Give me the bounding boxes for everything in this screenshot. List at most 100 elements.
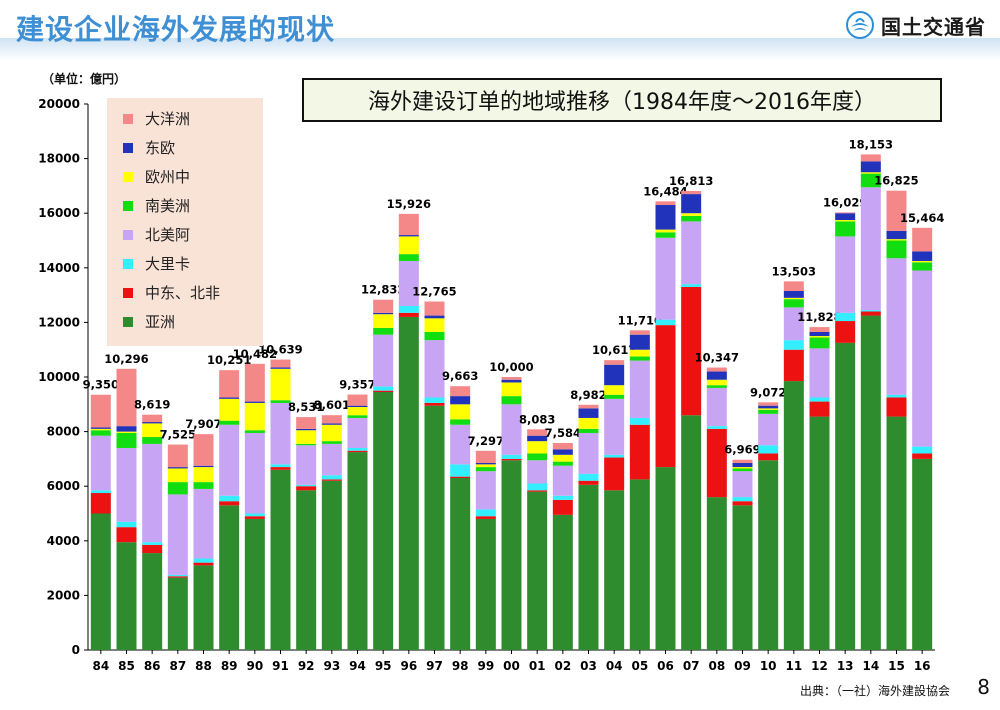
total-label-92: 8,531	[288, 400, 324, 414]
total-label-94: 9,357	[339, 378, 375, 392]
bar-segment-96-南美洲	[398, 254, 419, 261]
bar-segment-04-大里卡	[604, 454, 625, 458]
bar-segment-99-中东、北非	[475, 516, 496, 519]
bar-segment-13-亚洲	[835, 342, 856, 650]
bar-segment-92-南美洲	[296, 443, 317, 446]
bar-segment-87-欧州中	[167, 468, 188, 483]
bar-segment-15-北美阿	[886, 258, 907, 395]
bar-segment-89-欧州中	[219, 398, 240, 421]
bar-segment-89-大洋洲	[219, 370, 240, 398]
total-label-90: 10,482	[233, 347, 277, 361]
bar-segment-89-大里卡	[219, 495, 240, 502]
total-label-93: 8,601	[314, 398, 350, 412]
bar-segment-93-南美洲	[321, 441, 342, 444]
x-tick-label-85: 85	[118, 659, 135, 673]
total-label-00: 10,000	[489, 360, 533, 374]
bar-segment-14-大洋洲	[860, 154, 881, 162]
bar-segment-88-亚洲	[193, 565, 214, 650]
bar-segment-98-大洋洲	[450, 386, 471, 397]
bar-segment-94-亚洲	[347, 452, 368, 650]
bar-segment-97-东欧	[424, 315, 445, 319]
bar-segment-87-北美阿	[167, 494, 188, 575]
bar-segment-87-东欧	[167, 467, 188, 469]
total-label-88: 7,907	[185, 417, 221, 431]
bar-segment-09-北美阿	[732, 471, 753, 498]
ministry-logo-icon	[846, 11, 874, 39]
total-label-03: 8,982	[570, 388, 606, 402]
y-tick-label: 20000	[38, 97, 80, 111]
bar-segment-84-中东、北非	[90, 493, 111, 514]
bar-segment-04-中东、北非	[604, 457, 625, 491]
legend-label-大里卡: 大里卡	[145, 255, 190, 273]
bar-segment-12-大里卡	[809, 397, 830, 402]
bar-segment-04-欧州中	[604, 385, 625, 395]
bar-segment-13-大洋洲	[835, 212, 856, 214]
bar-segment-93-大洋洲	[321, 415, 342, 424]
bar-segment-03-大洋洲	[578, 404, 599, 409]
x-tick-label-15: 15	[888, 659, 905, 673]
bar-segment-01-欧州中	[527, 441, 548, 454]
bar-segment-02-北美阿	[552, 465, 573, 496]
total-label-04: 10,617	[592, 343, 636, 357]
bar-segment-97-大里卡	[424, 397, 445, 403]
bar-segment-10-亚洲	[758, 460, 779, 650]
total-label-95: 12,832	[361, 283, 405, 297]
y-tick-label: 4000	[47, 534, 80, 548]
bar-segment-90-中东、北非	[244, 516, 265, 519]
x-tick-label-14: 14	[862, 659, 879, 673]
bar-segment-14-中东、北非	[860, 311, 881, 316]
total-label-89: 10,251	[207, 353, 251, 367]
bar-segment-90-南美洲	[244, 430, 265, 433]
legend-label-中东、北非: 中东、北非	[145, 284, 220, 302]
bar-segment-10-欧州中	[758, 408, 779, 410]
bar-segment-14-南美洲	[860, 173, 881, 188]
total-label-16: 15,464	[900, 211, 944, 225]
x-tick-label-13: 13	[837, 659, 854, 673]
x-tick-label-04: 04	[606, 659, 623, 673]
bar-segment-96-中东、北非	[398, 312, 419, 317]
bar-segment-91-南美洲	[270, 400, 291, 403]
bar-segment-95-南美洲	[373, 327, 394, 335]
bar-segment-93-北美阿	[321, 443, 342, 476]
bar-segment-08-南美洲	[706, 385, 727, 388]
legend-swatch-东欧	[123, 143, 133, 153]
bar-segment-05-东欧	[629, 334, 650, 350]
bar-segment-85-亚洲	[116, 542, 137, 650]
bar-segment-16-南美洲	[912, 262, 933, 271]
bar-segment-85-大洋洲	[116, 368, 137, 427]
bar-segment-90-东欧	[244, 401, 265, 403]
x-tick-label-11: 11	[785, 659, 802, 673]
bar-segment-95-大里卡	[373, 386, 394, 391]
bar-segment-16-亚洲	[912, 458, 933, 650]
bar-segment-85-东欧	[116, 426, 137, 432]
slide-title: 建设企业海外发展的现状	[16, 13, 336, 46]
bar-segment-91-大洋洲	[270, 359, 291, 368]
bar-segment-89-南美洲	[219, 420, 240, 425]
bar-segment-00-中东、北非	[501, 458, 522, 461]
bar-segment-00-亚洲	[501, 460, 522, 650]
bar-segment-92-中东、北非	[296, 486, 317, 491]
bar-segment-09-欧州中	[732, 467, 753, 469]
bar-segment-08-大洋洲	[706, 367, 727, 372]
page-number: 8	[977, 675, 990, 699]
bar-segment-11-亚洲	[783, 381, 804, 650]
bar-segment-16-大洋洲	[912, 227, 933, 252]
bar-segment-98-北美阿	[450, 424, 471, 465]
bar-segment-86-南美洲	[142, 437, 163, 444]
bar-segment-95-东欧	[373, 312, 394, 315]
bar-segment-86-欧州中	[142, 423, 163, 438]
bar-segment-89-东欧	[219, 397, 240, 399]
bar-segment-16-东欧	[912, 251, 933, 261]
total-label-10: 9,072	[750, 385, 786, 399]
bar-segment-00-北美阿	[501, 404, 522, 455]
x-tick-label-92: 92	[298, 659, 315, 673]
total-label-96: 15,926	[387, 197, 431, 211]
bar-segment-04-东欧	[604, 364, 625, 386]
bar-segment-06-东欧	[655, 205, 676, 230]
bar-segment-96-亚洲	[398, 316, 419, 650]
bar-segment-03-欧州中	[578, 417, 599, 429]
y-tick-label: 6000	[47, 479, 80, 493]
total-label-85: 10,296	[104, 352, 148, 366]
bar-segment-14-东欧	[860, 161, 881, 173]
bar-segment-88-北美阿	[193, 488, 214, 559]
